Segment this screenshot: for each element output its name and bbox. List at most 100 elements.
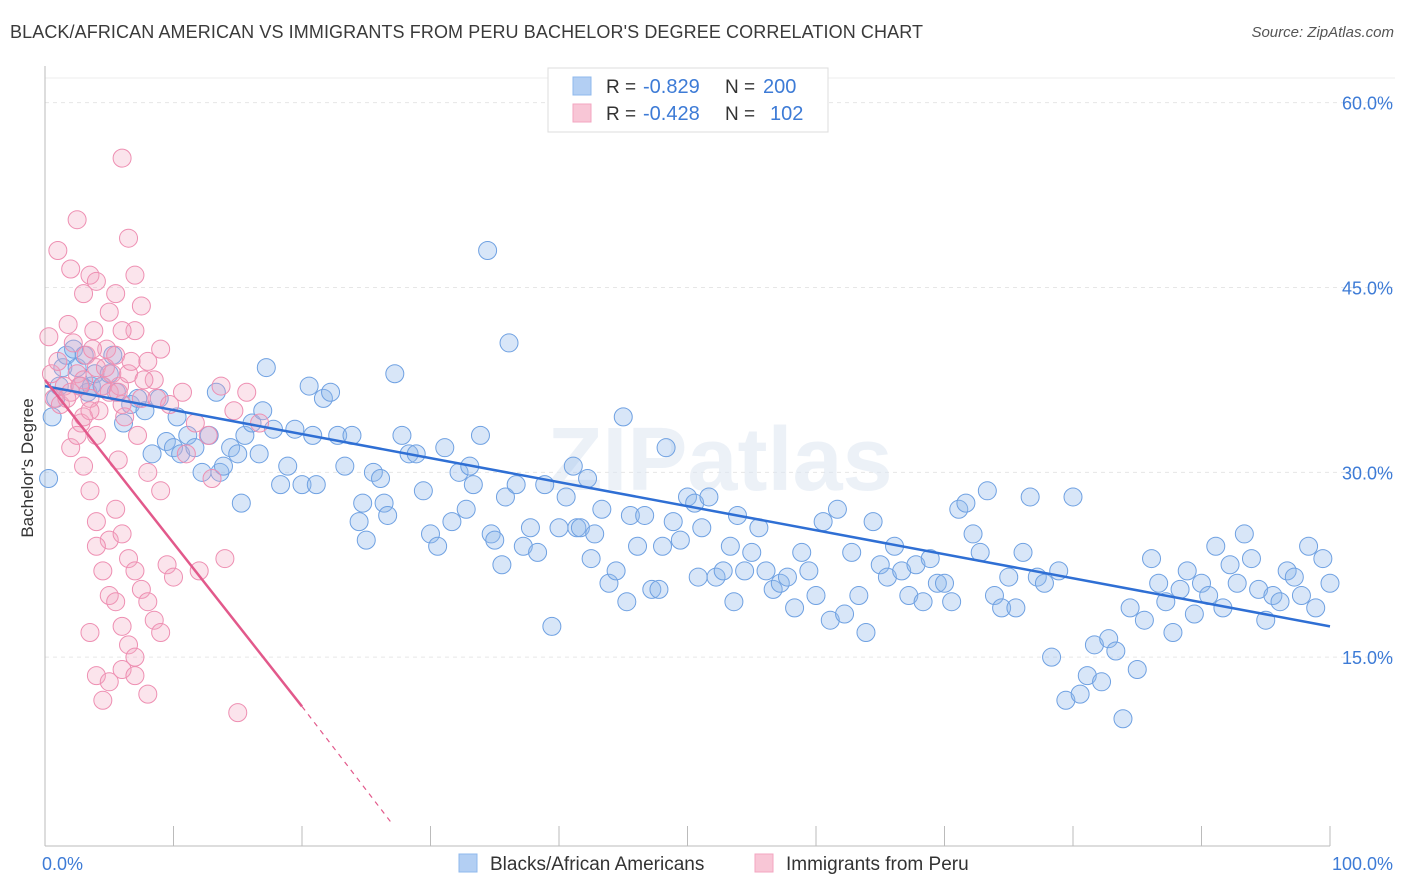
pink-point: [211, 376, 231, 396]
blue-point: [421, 524, 440, 544]
x-tick-label: 0.0%: [42, 854, 83, 874]
blue-point: [1006, 598, 1026, 618]
watermark: ZIPatlas: [547, 410, 892, 510]
blue-point: [856, 623, 876, 643]
blue-point: [1192, 573, 1211, 593]
pink-point: [176, 444, 196, 464]
pink-point: [86, 536, 106, 556]
pink-point: [99, 302, 119, 322]
blue-point: [849, 586, 869, 606]
blue-point: [1249, 579, 1269, 599]
legend-n-label: N =: [725, 77, 755, 98]
blue-point: [374, 493, 394, 513]
blue-point: [528, 542, 548, 562]
blue-point: [349, 512, 369, 532]
blue-point: [1142, 549, 1162, 569]
blue-point: [592, 499, 612, 519]
blue-point: [863, 512, 883, 532]
blue-point: [663, 512, 683, 532]
bottom-legend-label-pink: Immigrants from Peru: [786, 854, 969, 875]
blue-point: [478, 241, 498, 261]
blue-point: [628, 536, 648, 556]
pink-point: [99, 530, 119, 550]
blue-point: [228, 444, 248, 464]
blue-point: [777, 567, 797, 587]
blue-trend-line: [44, 384, 1331, 628]
blue-point: [1084, 635, 1104, 655]
pink-point: [131, 296, 151, 316]
blue-point: [1291, 586, 1311, 606]
pink-point: [125, 265, 145, 285]
legend-r-value: -0.829: [643, 76, 700, 98]
blue-point: [653, 536, 673, 556]
blue-point: [353, 493, 373, 513]
blue-point: [984, 586, 1004, 606]
blue-point: [335, 456, 355, 476]
blue-point: [1234, 524, 1254, 544]
source-label: Source: ZipAtlas.com: [1251, 24, 1394, 41]
blue-point: [578, 468, 598, 488]
blue-point: [1099, 629, 1119, 649]
blue-point: [442, 512, 462, 532]
blue-point: [64, 339, 84, 359]
blue-point: [356, 530, 376, 550]
pink-point: [86, 512, 106, 532]
blue-point: [1206, 536, 1226, 556]
pink-point: [119, 549, 139, 569]
pink-point: [106, 592, 126, 612]
blue-point: [1170, 579, 1190, 599]
blue-point: [481, 524, 501, 544]
blue-point: [585, 524, 605, 544]
legend-r-value: -0.428: [643, 103, 700, 125]
pink-point: [112, 321, 132, 341]
blue-point: [835, 604, 855, 624]
blue-point: [1056, 690, 1076, 710]
pink-point: [112, 659, 132, 679]
blue-point: [756, 561, 776, 581]
blue-point: [670, 530, 690, 550]
pink-point: [138, 592, 158, 612]
blue-point: [1149, 573, 1169, 593]
blue-point: [1070, 684, 1090, 704]
blue-point: [870, 555, 890, 575]
blue-point: [1034, 573, 1054, 593]
pink-point: [39, 327, 59, 347]
blue-point: [278, 456, 298, 476]
blue-point: [1013, 542, 1033, 562]
blue-point: [1163, 623, 1183, 643]
blue-point: [213, 456, 233, 476]
blue-point: [1313, 549, 1333, 569]
axes: [44, 66, 1331, 847]
bottom-legend-swatch-blue: [458, 853, 478, 873]
blue-point: [253, 401, 273, 421]
blue-point: [1113, 709, 1133, 729]
blue-point: [827, 499, 847, 519]
y-tick-label: 30.0%: [1342, 463, 1393, 483]
pink-point: [86, 666, 106, 686]
pink-point: [228, 703, 248, 723]
blue-point: [620, 505, 640, 525]
blue-point: [1020, 487, 1040, 507]
pink-point: [121, 351, 141, 371]
pink-series-points: [39, 148, 270, 723]
legend-swatch-blue: [572, 76, 592, 96]
pink-point: [198, 425, 218, 445]
blue-point: [735, 561, 755, 581]
blue-point: [513, 536, 533, 556]
pink-point: [119, 228, 139, 248]
legend: R = -0.829 N = 200 R = -0.428 N = 102: [547, 67, 829, 133]
blue-point: [235, 425, 255, 445]
pink-point: [144, 370, 164, 390]
blue-point: [114, 413, 134, 433]
blue-point: [892, 561, 912, 581]
pink-point: [125, 666, 145, 686]
blue-point: [906, 555, 926, 575]
pink-point: [67, 210, 87, 230]
pink-point: [74, 284, 94, 304]
blue-point: [271, 475, 291, 495]
blue-point: [492, 555, 512, 575]
blue-point: [1127, 659, 1147, 679]
blue-point: [977, 481, 997, 501]
blue-point: [142, 444, 162, 464]
blue-point: [428, 536, 448, 556]
